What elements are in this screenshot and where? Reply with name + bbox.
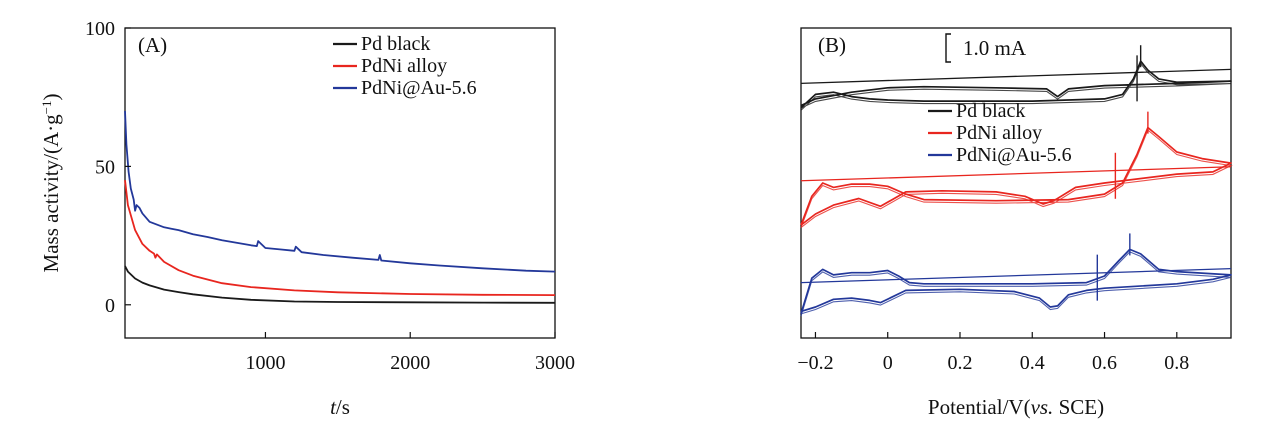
x-tick-label: 0.4 <box>1020 352 1045 374</box>
y-tick-label: 0 <box>105 295 115 317</box>
x-tick-label: −0.2 <box>797 352 833 374</box>
x-tick-label: 3000 <box>535 352 575 374</box>
x-tick-label: 0.8 <box>1164 352 1189 374</box>
scale-bar-label: 1.0 mA <box>963 36 1027 60</box>
y-tick-label: 100 <box>85 18 115 40</box>
legend-label-pdni-au-5-6: PdNi@Au-5.6 <box>361 77 477 99</box>
panel-a-x-axis-label: t/s <box>330 395 350 419</box>
x-tick-label: 1000 <box>245 352 285 374</box>
panel-a-y-axis-label: Mass activity/(A·g−1) <box>39 94 64 273</box>
panel-b: (B) −0.2 0 0.2 0.4 0.6 0.8 1.0 mA Potential/V… <box>797 27 1233 419</box>
cv-curve-second-scan-pd-black <box>800 62 1232 111</box>
cv-curve-pdni-au-5-6 <box>800 248 1232 314</box>
panel-a: (A) 1000 2000 3000 0 50 100 Mass activity/(A·… <box>39 18 576 419</box>
x-tick-label: 0.6 <box>1092 352 1117 374</box>
legend-label-pd-black: Pd black <box>956 100 1025 122</box>
y-axis-superscript: −1 <box>39 101 54 115</box>
scale-bar-bracket <box>945 33 951 63</box>
panel-b-label: (B) <box>818 33 846 57</box>
legend-label-pdni-alloy: PdNi alloy <box>361 55 447 77</box>
legend-label-pdni-au-5-6: PdNi@Au-5.6 <box>956 144 1072 166</box>
reference-line-pdni-au-5-6 <box>800 267 1232 284</box>
x-tick-label: 2000 <box>390 352 430 374</box>
legend-label-pdni-alloy: PdNi alloy <box>956 122 1042 144</box>
scale-bar: 1.0 mA <box>945 33 1027 63</box>
panel-b-frame <box>800 27 1232 339</box>
cv-curve-pdni-alloy <box>800 126 1232 226</box>
cv-curve-second-scan-pdni-alloy <box>800 129 1233 229</box>
series-line-pdni-au-5-6 <box>124 110 556 273</box>
panel-b-x-axis-label: Potential/V(vs. SCE) <box>928 395 1104 419</box>
x-tick-label: 0.2 <box>947 352 972 374</box>
series-line-pdni-alloy <box>124 180 556 296</box>
y-tick-label: 50 <box>95 156 115 178</box>
legend-label-pd-black: Pd black <box>361 33 430 55</box>
cv-curve-second-scan-pdni-au-5-6 <box>800 251 1232 317</box>
series-line-pd-black <box>124 265 556 304</box>
reference-line-pd-black <box>800 68 1232 85</box>
reference-line-pdni-alloy <box>800 166 1232 182</box>
cv-curve-pd-black <box>800 60 1232 109</box>
panel-a-label: (A) <box>138 33 167 57</box>
x-tick-label: 0 <box>883 352 893 374</box>
